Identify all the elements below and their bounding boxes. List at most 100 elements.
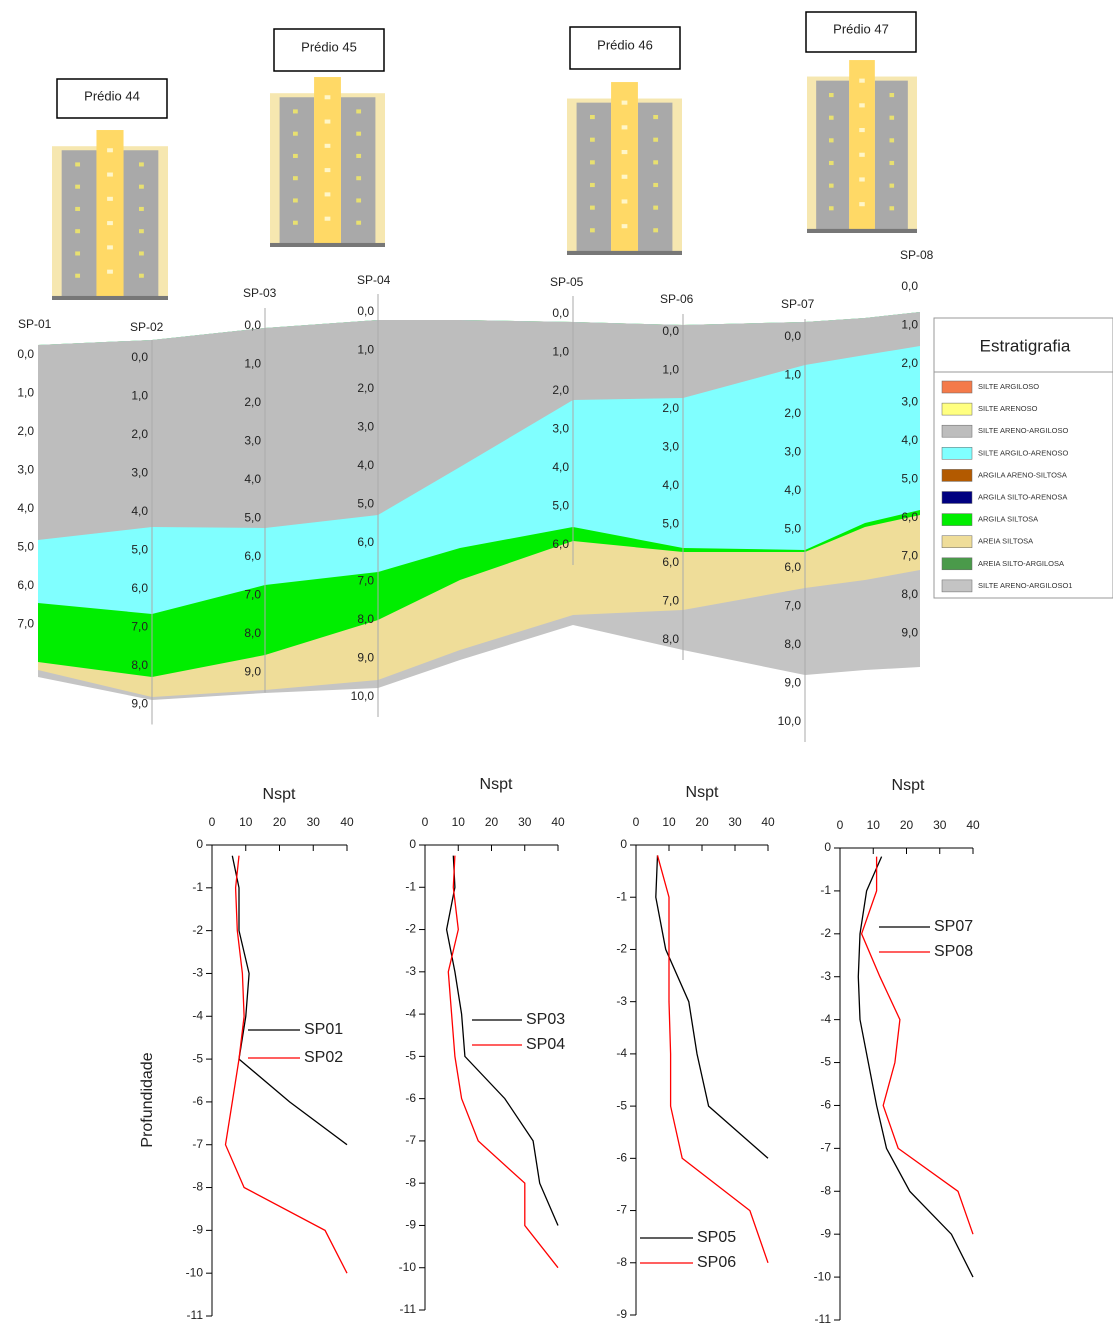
y-tick-label: -10: [814, 1269, 832, 1283]
y-tick-label: -8: [820, 1183, 831, 1197]
legend-swatch: [941, 513, 973, 526]
legend-label: SILTE ARGILO-ARENOSO: [978, 448, 1068, 457]
y-tick-label: -8: [192, 1180, 203, 1194]
legend-label: ARGILA SILTOSA: [978, 515, 1038, 524]
series-line: [656, 855, 769, 1264]
y-tick-label: -3: [616, 994, 627, 1008]
legend-swatch: [941, 579, 973, 593]
series-line: [445, 855, 559, 1226]
borehole-name: SP-06: [660, 292, 694, 306]
depth-label: 8,0: [357, 612, 374, 626]
building-label: Prédio 46: [597, 37, 653, 52]
series-line: [655, 855, 769, 1159]
legend-label: SP04: [526, 1036, 565, 1053]
legend-label: SP08: [934, 943, 973, 960]
depth-label: 10,0: [778, 714, 802, 728]
depth-label: 3,0: [131, 466, 148, 480]
x-tick-label: 0: [633, 815, 640, 829]
y-tick-label: -10: [186, 1265, 204, 1279]
depth-label: 7,0: [901, 549, 918, 563]
depth-label: 0,0: [662, 324, 679, 338]
depth-label: 3,0: [357, 420, 374, 434]
legend-label: SP07: [934, 918, 973, 935]
legend-swatch: [941, 557, 973, 571]
legend-label: AREIA SILTOSA: [978, 537, 1033, 546]
y-tick-label: -2: [616, 942, 627, 956]
y-tick-label: -4: [616, 1046, 627, 1060]
legend-label: SILTE ARENO-ARGILOSO: [978, 426, 1068, 435]
depth-label: 5,0: [784, 522, 801, 536]
depth-label: 9,0: [784, 676, 801, 690]
depth-label: 9,0: [244, 665, 261, 679]
building-label: Prédio 45: [301, 39, 357, 54]
y-tick-label: -1: [616, 889, 627, 903]
overlay: SP-01 0,0 1,0 2,0 3,0 4,0 5,0 6,0 7,0 SP-02 0,0 1,0…: [17, 248, 1072, 1324]
depth-label: 9,0: [901, 626, 918, 640]
depth-label: 5,0: [131, 543, 148, 557]
y-tick-label: 0: [824, 840, 831, 854]
series-line: [857, 856, 974, 1278]
y-tick-label: -3: [192, 966, 203, 980]
y-tick-label: -11: [187, 1308, 204, 1322]
depth-label: 2,0: [357, 381, 374, 395]
depth-label: 2,0: [17, 424, 34, 438]
building-label-box: [273, 28, 385, 72]
depth-label: 4,0: [131, 504, 148, 518]
depth-label: 3,0: [901, 395, 918, 409]
depth-label: 0,0: [357, 304, 374, 318]
depth-label: 9,0: [131, 697, 148, 711]
depth-label: 6,0: [244, 549, 261, 563]
depth-label: 0,0: [784, 329, 801, 343]
legend-label: SP05: [697, 1229, 736, 1246]
depth-label: 7,0: [244, 588, 261, 602]
y-tick-label: -3: [820, 969, 831, 983]
depth-label: 2,0: [552, 383, 569, 397]
depth-label: 1,0: [662, 363, 679, 377]
legend-label: SILTE ARENOSO: [978, 404, 1038, 413]
y-tick-label: -5: [192, 1051, 203, 1065]
depth-label: 2,0: [662, 401, 679, 415]
building-icon: [807, 60, 917, 233]
legend-label: SP02: [304, 1049, 343, 1066]
x-tick-label: 0: [209, 815, 216, 829]
depth-label: 2,0: [901, 356, 918, 370]
x-tick-label: 30: [307, 815, 321, 829]
legend-label: ARGILA ARENO-SILTOSA: [978, 470, 1067, 479]
depth-label: 1,0: [131, 389, 148, 403]
y-tick-label: -11: [400, 1302, 417, 1316]
borehole-name: SP-07: [781, 297, 815, 311]
depth-label: 10,0: [351, 689, 375, 703]
depth-label: 8,0: [784, 637, 801, 651]
depth-label: 8,0: [131, 658, 148, 672]
borehole-name: SP-01: [18, 317, 52, 331]
depth-label: 7,0: [17, 617, 34, 631]
y-tick-label: -1: [820, 883, 831, 897]
legend-label: SP03: [526, 1011, 565, 1028]
y-tick-label: -7: [405, 1133, 416, 1147]
depth-label: 1,0: [244, 357, 261, 371]
x-tick-label: 20: [695, 815, 709, 829]
x-tick-label: 0: [422, 815, 429, 829]
depth-label: 7,0: [131, 620, 148, 634]
depth-label: 7,0: [784, 599, 801, 613]
depth-label: 3,0: [552, 422, 569, 436]
legend-label: SILTE ARENO-ARGILOSO1: [978, 581, 1072, 590]
depth-label: 1,0: [784, 368, 801, 382]
legend-swatch: [941, 402, 973, 416]
depth-label: 0,0: [17, 347, 34, 361]
y-tick-label: -5: [616, 1098, 627, 1112]
depth-label: 8,0: [901, 587, 918, 601]
depth-label: 6,0: [901, 510, 918, 524]
depth-label: 1,0: [552, 345, 569, 359]
x-tick-label: 20: [900, 818, 914, 832]
x-tick-label: 10: [239, 815, 253, 829]
building-label-box: [56, 78, 168, 119]
legend-label: SILTE ARGILOSO: [978, 382, 1039, 391]
depth-label: 6,0: [662, 555, 679, 569]
y-tick-label: -10: [399, 1260, 417, 1274]
depth-label: 4,0: [357, 458, 374, 472]
chart-title: Nspt: [892, 777, 925, 794]
depth-label: 3,0: [662, 440, 679, 454]
x-tick-label: 10: [662, 815, 676, 829]
depth-label: 6,0: [17, 578, 34, 592]
